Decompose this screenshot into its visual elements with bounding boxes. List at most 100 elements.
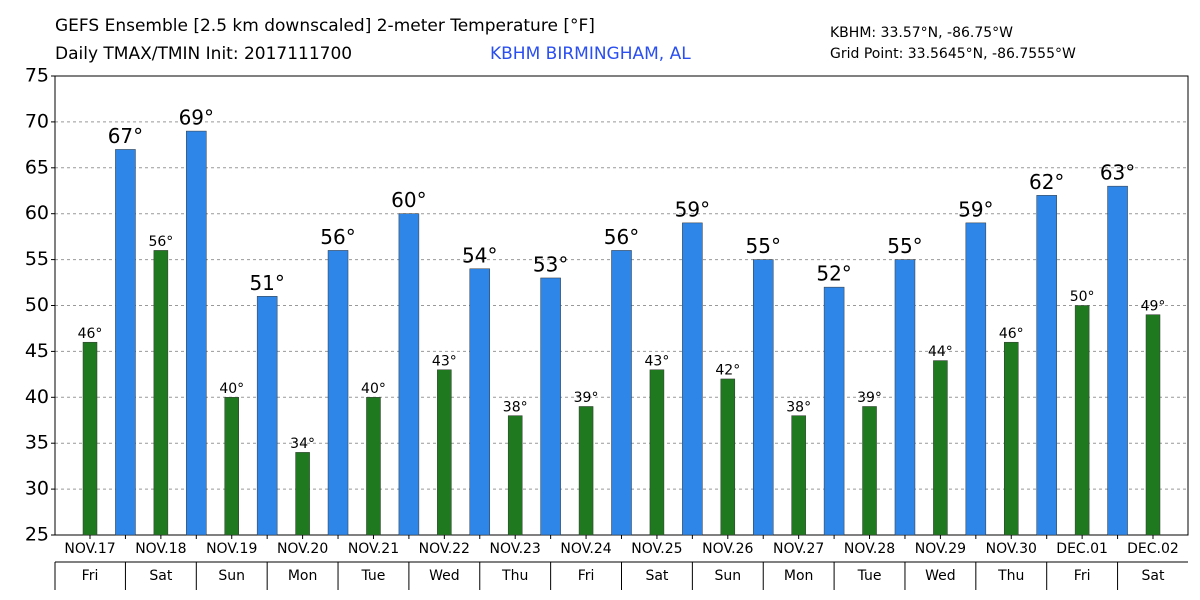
bar xyxy=(791,415,806,536)
y-tick-label: 65 xyxy=(25,156,49,178)
chart-subtitle: Daily TMAX/TMIN Init: 2017111700 xyxy=(55,44,352,64)
bar xyxy=(611,250,632,536)
value-label: 40° xyxy=(219,381,244,397)
x-tick-label: NOV.29 xyxy=(915,541,966,557)
x-tick-label: NOV.27 xyxy=(773,541,824,557)
x-tick-label: NOV.28 xyxy=(844,541,895,557)
bar xyxy=(649,369,665,536)
bar xyxy=(862,406,877,536)
bar xyxy=(1004,341,1019,536)
x-tick-label: NOV.30 xyxy=(986,541,1037,557)
x-tick-label: NOV.25 xyxy=(631,541,682,557)
bar xyxy=(186,130,207,536)
value-label: 59° xyxy=(675,197,710,221)
weekday-label: Thu xyxy=(997,568,1024,584)
location: KBHM BIRMINGHAM, AL xyxy=(490,44,691,64)
value-label: 55° xyxy=(887,234,922,258)
x-tick-label: DEC.02 xyxy=(1127,541,1179,557)
weekday-label: Wed xyxy=(925,568,956,584)
weekday-label: Mon xyxy=(784,568,814,584)
x-tick-label: NOV.24 xyxy=(560,541,611,557)
weekday-label: Thu xyxy=(501,568,528,584)
station-coords: KBHM: 33.57°N, -86.75°W xyxy=(830,25,1013,41)
x-tick-label: NOV.21 xyxy=(348,541,399,557)
value-label: 59° xyxy=(958,197,993,221)
bar xyxy=(1107,185,1128,536)
x-tick-label: NOV.18 xyxy=(135,541,186,557)
bar xyxy=(933,360,948,536)
y-tick-label: 45 xyxy=(25,340,49,362)
bar xyxy=(398,213,420,536)
bar xyxy=(1036,195,1057,536)
value-label: 42° xyxy=(715,363,740,379)
x-tick-label: NOV.19 xyxy=(206,541,257,557)
y-tick-label: 25 xyxy=(25,524,49,546)
value-label: 34° xyxy=(290,436,315,452)
weekday-label: Tue xyxy=(361,568,386,584)
bar xyxy=(507,415,523,536)
value-label: 56° xyxy=(148,234,173,250)
value-label: 62° xyxy=(1029,170,1064,194)
x-tick-label: NOV.22 xyxy=(419,541,470,557)
bar xyxy=(720,378,736,536)
value-label: 67° xyxy=(108,124,143,148)
value-label: 69° xyxy=(179,106,214,130)
y-tick-label: 55 xyxy=(25,248,49,270)
bar xyxy=(115,149,136,536)
x-tick-label: DEC.01 xyxy=(1056,541,1108,557)
y-tick-label: 50 xyxy=(25,294,49,316)
y-tick-label: 60 xyxy=(25,202,49,224)
value-label: 44° xyxy=(928,344,953,360)
weekday-label: Sat xyxy=(1142,568,1165,584)
bar xyxy=(153,250,169,536)
bar xyxy=(224,397,239,536)
weekday-label: Fri xyxy=(1074,568,1091,584)
value-label: 43° xyxy=(432,353,457,369)
chart-title: GEFS Ensemble [2.5 km downscaled] 2-mete… xyxy=(55,16,595,36)
value-label: 60° xyxy=(391,188,426,212)
bar xyxy=(82,341,98,536)
value-label: 39° xyxy=(574,390,599,406)
value-label: 43° xyxy=(645,353,670,369)
bar xyxy=(965,222,987,536)
weekday-label: Sun xyxy=(218,568,245,584)
bar xyxy=(894,259,916,536)
value-label: 49° xyxy=(1141,298,1166,314)
weekday-label: Sat xyxy=(149,568,172,584)
y-tick-label: 75 xyxy=(25,65,49,87)
weekday-label: Fri xyxy=(578,568,595,584)
weekday-label: Mon xyxy=(288,568,318,584)
value-label: 55° xyxy=(746,234,781,258)
value-label: 46° xyxy=(999,326,1024,342)
weekday-label: Sat xyxy=(645,568,668,584)
bar xyxy=(469,268,491,536)
weekday-label: Sun xyxy=(714,568,741,584)
weekday-label: Wed xyxy=(429,568,460,584)
value-label: 46° xyxy=(78,326,103,342)
x-tick-label: NOV.20 xyxy=(277,541,328,557)
x-tick-label: NOV.17 xyxy=(64,541,115,557)
weekday-label: Tue xyxy=(857,568,882,584)
value-label: 56° xyxy=(604,225,639,249)
weekday-label: Fri xyxy=(82,568,99,584)
bar xyxy=(327,250,349,536)
value-label: 51° xyxy=(249,271,284,295)
y-tick-label: 40 xyxy=(25,386,49,408)
x-tick-label: NOV.26 xyxy=(702,541,753,557)
value-label: 53° xyxy=(533,252,568,276)
bar xyxy=(682,222,703,536)
value-label: 50° xyxy=(1070,289,1095,305)
value-label: 56° xyxy=(320,225,355,249)
bar xyxy=(256,296,278,536)
y-tick-label: 35 xyxy=(25,432,49,454)
bar xyxy=(540,277,561,536)
bar xyxy=(295,452,310,536)
bar xyxy=(823,286,845,536)
value-label: 54° xyxy=(462,243,497,267)
bar xyxy=(1074,305,1090,536)
y-tick-label: 30 xyxy=(25,478,49,500)
bar xyxy=(366,397,381,536)
value-label: 38° xyxy=(503,399,528,415)
value-label: 52° xyxy=(816,262,851,286)
